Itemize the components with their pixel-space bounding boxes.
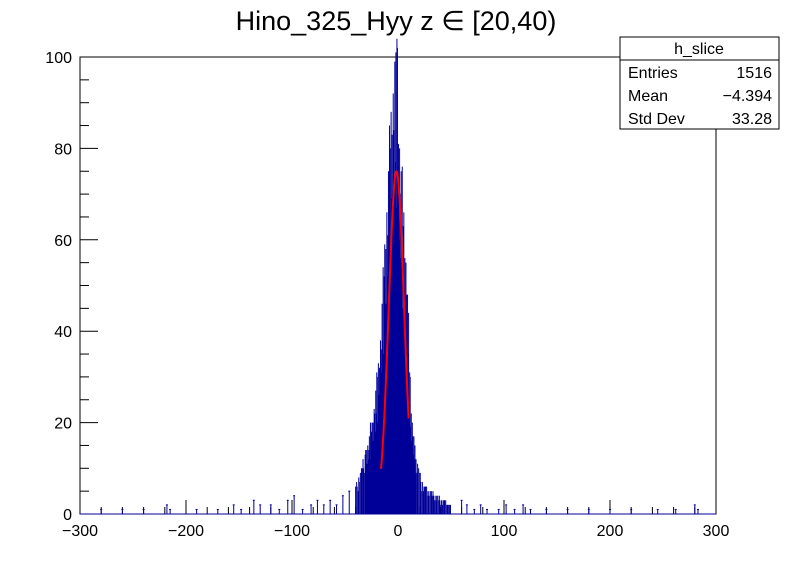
stats-stddev-label: Std Dev: [628, 111, 685, 128]
gaussian-fit-curve: [380, 169, 410, 469]
stats-box-title: h_slice: [674, 41, 724, 58]
x-tick-label: 100: [491, 523, 518, 540]
y-axis: 0 20 40 60 80 100: [45, 50, 98, 524]
x-tick-label: 200: [597, 523, 624, 540]
x-tick-label: −200: [168, 523, 204, 540]
fit-layer: [380, 169, 410, 469]
x-tick-label: 0: [394, 523, 403, 540]
stats-entries-label: Entries: [628, 65, 678, 82]
stats-box-frame: [619, 36, 780, 130]
y-tick-label: 20: [54, 416, 72, 433]
stats-stddev-value: 33.28: [732, 111, 772, 128]
x-tick-label: −300: [62, 523, 98, 540]
x-tick-label: 300: [703, 523, 730, 540]
stats-mean-label: Mean: [628, 88, 668, 105]
y-tick-label: 80: [54, 141, 72, 158]
y-tick-label: 0: [63, 507, 72, 524]
y-tick-label: 100: [45, 50, 72, 67]
stats-box: h_slice Entries 1516 Mean −4.394 Std Dev…: [619, 36, 780, 130]
stats-entries-value: 1516: [736, 65, 772, 82]
y-tick-label: 60: [54, 233, 72, 250]
chart-title: Hino_325_Hyy z ∈ [20,40): [236, 6, 557, 36]
x-axis: −300 −200 −100 0 100 200 300: [62, 500, 729, 540]
stats-mean-value: −4.394: [723, 88, 772, 105]
x-tick-label: −100: [274, 523, 310, 540]
y-tick-label: 40: [54, 324, 72, 341]
